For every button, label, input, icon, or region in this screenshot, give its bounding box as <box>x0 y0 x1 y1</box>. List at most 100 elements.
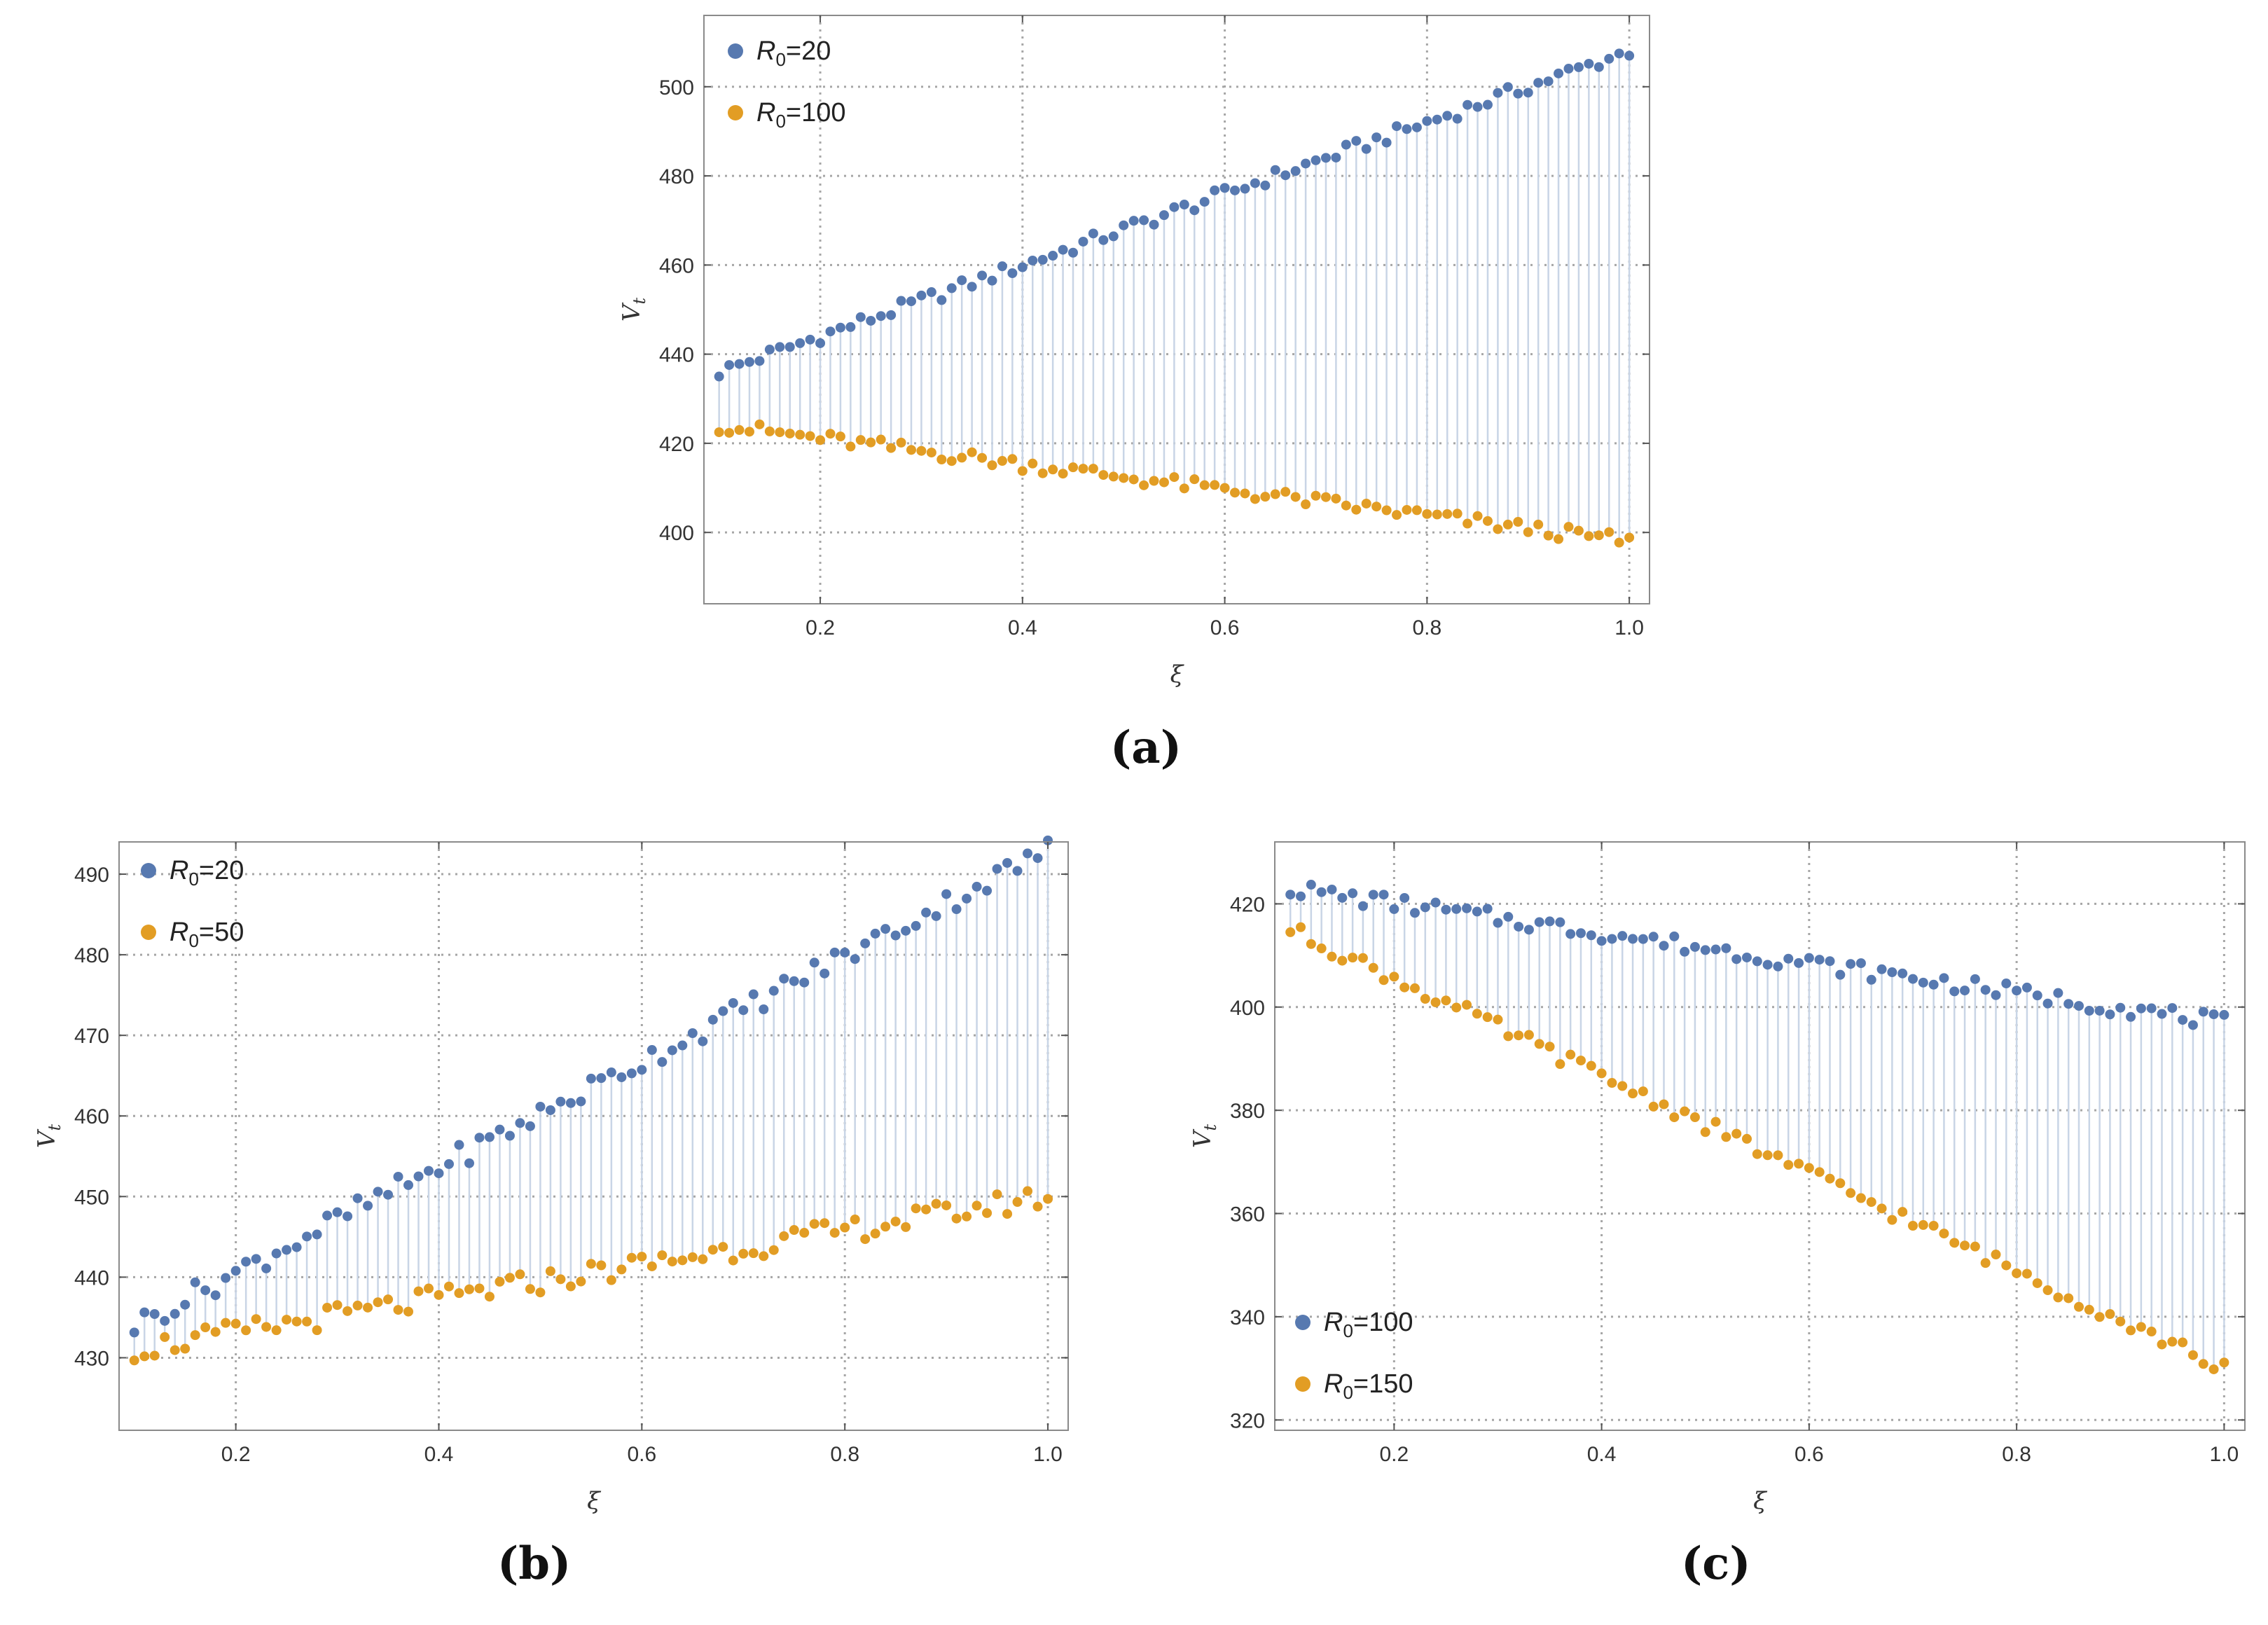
data-point-series-2 <box>1866 1197 1876 1208</box>
data-point-series-1 <box>1970 974 1980 984</box>
data-point-series-1 <box>1270 165 1280 175</box>
data-point-series-1 <box>1523 88 1533 98</box>
data-point-series-2 <box>1002 1209 1013 1219</box>
series-2-points <box>129 1186 1053 1366</box>
data-point-series-1 <box>1139 215 1149 226</box>
data-point-series-2 <box>403 1306 414 1317</box>
data-point-series-2 <box>906 445 916 455</box>
data-point-series-2 <box>1058 469 1068 479</box>
data-point-series-1 <box>707 1014 718 1025</box>
data-point-series-2 <box>982 1208 993 1218</box>
data-point-series-1 <box>1472 906 1482 917</box>
data-point-series-1 <box>1463 99 1473 110</box>
data-point-series-1 <box>474 1133 485 1143</box>
data-point-series-1 <box>1058 244 1068 255</box>
data-point-series-1 <box>714 371 724 382</box>
data-point-series-1 <box>1918 977 1928 988</box>
data-point-series-1 <box>2157 1009 2167 1019</box>
data-point-series-2 <box>2198 1359 2208 1369</box>
data-point-series-1 <box>1721 943 1731 953</box>
legend-marker-series-1 <box>728 43 743 59</box>
data-point-series-1 <box>312 1229 322 1240</box>
data-point-series-1 <box>1503 911 1514 922</box>
data-point-series-2 <box>2167 1336 2178 1347</box>
data-point-series-1 <box>1088 228 1098 239</box>
data-point-series-1 <box>241 1257 251 1267</box>
data-point-series-2 <box>1219 483 1230 493</box>
chart-b: 0.2 0.4 0.6 0.8 1.0 430 440 450 460 470 480 490 ξ Vt R… <box>33 835 1069 1515</box>
data-point-series-2 <box>886 443 897 453</box>
data-point-series-1 <box>2146 1003 2157 1014</box>
x-tick-label: 1.0 <box>1614 616 1644 639</box>
data-point-series-2 <box>1604 527 1614 537</box>
data-point-series-2 <box>1543 530 1554 541</box>
data-point-series-2 <box>1638 1086 1648 1097</box>
data-point-series-2 <box>957 452 967 463</box>
data-point-series-2 <box>545 1266 555 1276</box>
data-point-series-2 <box>1493 1014 1503 1025</box>
data-point-series-2 <box>1783 1160 1794 1170</box>
data-point-series-1 <box>1472 102 1483 112</box>
data-point-series-1 <box>2167 1003 2178 1014</box>
data-point-series-2 <box>129 1355 139 1366</box>
data-point-series-1 <box>1331 152 1341 162</box>
data-point-series-2 <box>1960 1240 1970 1251</box>
data-point-series-2 <box>454 1288 464 1299</box>
data-point-series-1 <box>1399 892 1410 903</box>
data-point-series-1 <box>586 1073 596 1084</box>
data-point-series-1 <box>1493 88 1503 98</box>
data-point-series-2 <box>2136 1322 2146 1332</box>
data-point-series-2 <box>1442 509 1453 519</box>
data-point-series-2 <box>1897 1207 1908 1217</box>
data-point-series-1 <box>1563 64 1574 74</box>
data-point-series-1 <box>1017 262 1028 272</box>
data-point-series-1 <box>1596 936 1607 946</box>
data-point-series-1 <box>1452 113 1463 124</box>
data-point-series-2 <box>1337 955 1348 966</box>
data-point-series-2 <box>962 1211 972 1222</box>
data-point-series-2 <box>1949 1238 1960 1248</box>
data-point-series-2 <box>1179 483 1189 494</box>
data-point-series-1 <box>775 342 785 352</box>
data-point-series-2 <box>1441 995 1451 1006</box>
data-point-series-1 <box>687 1028 698 1038</box>
data-point-series-2 <box>1876 1203 1887 1214</box>
data-point-series-2 <box>870 1229 880 1239</box>
data-point-series-1 <box>1835 969 1846 980</box>
data-point-series-2 <box>1814 1167 1825 1177</box>
data-point-series-1 <box>1482 99 1493 110</box>
data-point-series-2 <box>1804 1163 1814 1173</box>
data-point-series-2 <box>1648 1101 1659 1112</box>
data-point-series-2 <box>291 1316 302 1327</box>
panel-label-a: (a) <box>1110 721 1182 774</box>
data-point-series-1 <box>515 1118 525 1128</box>
data-point-series-2 <box>2157 1339 2167 1350</box>
data-point-series-1 <box>180 1299 191 1310</box>
data-point-series-1 <box>825 326 836 337</box>
y-axis-label-main: V <box>618 302 646 321</box>
data-point-series-1 <box>967 282 977 292</box>
y-tick-label: 470 <box>74 1025 109 1048</box>
data-point-series-1 <box>2198 1007 2208 1017</box>
data-point-series-1 <box>160 1315 170 1326</box>
data-point-series-2 <box>946 456 957 466</box>
y-axis-label-sub: t <box>1201 1124 1220 1131</box>
data-point-series-1 <box>149 1308 160 1319</box>
data-point-series-1 <box>1991 990 2001 1000</box>
data-point-series-1 <box>1731 954 1742 964</box>
data-point-series-1 <box>1240 184 1250 194</box>
data-point-series-1 <box>1119 220 1129 230</box>
data-point-series-2 <box>1928 1221 1939 1231</box>
data-point-series-1 <box>840 947 850 957</box>
data-point-series-2 <box>866 437 876 448</box>
data-point-series-1 <box>2042 998 2053 1009</box>
data-point-series-1 <box>139 1307 150 1318</box>
data-point-series-1 <box>1199 197 1210 207</box>
data-point-series-2 <box>880 1222 891 1232</box>
data-point-series-1 <box>728 997 738 1008</box>
data-point-series-2 <box>626 1252 637 1263</box>
data-point-series-2 <box>1502 519 1513 530</box>
